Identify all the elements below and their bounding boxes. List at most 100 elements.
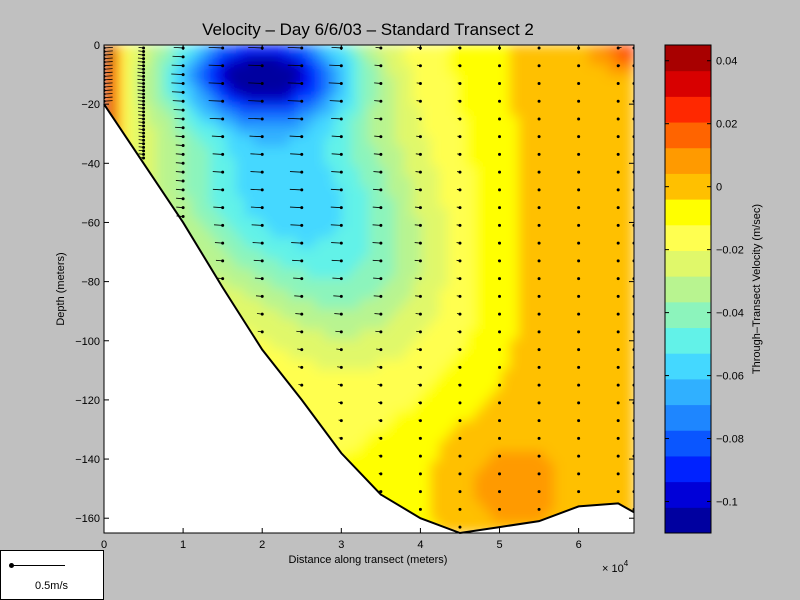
velocity-cell bbox=[236, 125, 246, 137]
velocity-cell bbox=[315, 45, 326, 56]
velocity-cell bbox=[527, 146, 538, 158]
velocity-cell bbox=[527, 197, 538, 209]
station-point bbox=[458, 507, 462, 511]
velocity-cell bbox=[306, 217, 317, 229]
velocity-cell bbox=[262, 197, 273, 209]
velocity-vector bbox=[378, 455, 381, 457]
velocity-vector bbox=[298, 384, 302, 386]
velocity-cell bbox=[324, 237, 335, 249]
velocity-cell bbox=[350, 410, 361, 422]
station-point bbox=[577, 330, 581, 334]
velocity-vector bbox=[334, 313, 342, 315]
velocity-cell bbox=[501, 45, 511, 56]
velocity-cell bbox=[430, 502, 441, 514]
velocity-cell bbox=[589, 319, 600, 331]
velocity-cell bbox=[200, 136, 211, 148]
velocity-cell bbox=[297, 298, 308, 310]
colorbar-tick-label: −0.06 bbox=[716, 371, 744, 383]
velocity-vector bbox=[337, 384, 342, 386]
velocity-cell bbox=[412, 481, 423, 493]
velocity-cell bbox=[527, 512, 538, 524]
velocity-cell bbox=[483, 207, 494, 219]
velocity-cell bbox=[439, 491, 449, 503]
velocity-cell bbox=[439, 441, 449, 453]
velocity-cell bbox=[386, 146, 396, 158]
velocity-cell bbox=[615, 430, 626, 442]
velocity-cell bbox=[536, 258, 547, 270]
velocity-vector bbox=[138, 54, 144, 56]
velocity-cell bbox=[615, 186, 626, 198]
velocity-cell bbox=[501, 176, 511, 188]
velocity-cell bbox=[306, 186, 317, 198]
velocity-cell bbox=[342, 95, 352, 107]
velocity-cell bbox=[509, 410, 520, 422]
velocity-cell bbox=[509, 166, 520, 178]
velocity-cell bbox=[527, 420, 538, 432]
velocity-cell bbox=[412, 64, 423, 76]
colorbar-tick-label: −0.02 bbox=[716, 245, 744, 257]
velocity-cell bbox=[200, 237, 211, 249]
station-point bbox=[537, 348, 541, 352]
velocity-cell bbox=[589, 298, 600, 310]
velocity-cell bbox=[403, 115, 414, 127]
velocity-cell bbox=[377, 176, 388, 188]
velocity-cell bbox=[589, 441, 600, 453]
velocity-cell bbox=[253, 115, 264, 127]
velocity-cell bbox=[236, 278, 246, 290]
velocity-cell bbox=[183, 146, 193, 158]
velocity-cell bbox=[350, 237, 361, 249]
velocity-vector bbox=[137, 85, 144, 88]
velocity-cell bbox=[501, 227, 511, 239]
velocity-cell bbox=[562, 461, 573, 473]
velocity-cell bbox=[615, 349, 626, 361]
velocity-cell bbox=[412, 217, 423, 229]
velocity-cell bbox=[536, 125, 547, 137]
velocity-cell bbox=[253, 125, 264, 137]
velocity-cell bbox=[527, 390, 538, 402]
velocity-cell bbox=[297, 227, 308, 239]
velocity-cell bbox=[589, 481, 600, 493]
velocity-vector bbox=[138, 142, 144, 145]
velocity-cell bbox=[289, 197, 299, 209]
velocity-cell bbox=[183, 156, 193, 168]
velocity-cell bbox=[218, 156, 229, 168]
velocity-cell bbox=[403, 278, 414, 290]
velocity-cell bbox=[421, 85, 432, 97]
velocity-cell bbox=[403, 186, 414, 198]
velocity-cell bbox=[368, 105, 379, 117]
velocity-cell bbox=[244, 105, 255, 117]
velocity-cell bbox=[545, 319, 555, 331]
velocity-cell bbox=[465, 522, 476, 533]
velocity-cell bbox=[359, 64, 370, 76]
velocity-cell bbox=[280, 54, 290, 66]
velocity-cell bbox=[253, 288, 264, 300]
velocity-cell bbox=[280, 359, 290, 371]
velocity-cell bbox=[271, 125, 282, 137]
velocity-cell bbox=[430, 481, 441, 493]
velocity-cell bbox=[244, 156, 255, 168]
velocity-cell bbox=[448, 308, 458, 320]
velocity-cell bbox=[580, 166, 591, 178]
velocity-cell bbox=[218, 217, 229, 229]
velocity-cell bbox=[156, 146, 167, 158]
velocity-cell bbox=[403, 176, 414, 188]
velocity-cell bbox=[580, 420, 591, 432]
velocity-cell bbox=[545, 247, 555, 259]
velocity-cell bbox=[545, 64, 555, 76]
velocity-cell bbox=[580, 186, 591, 198]
velocity-cell bbox=[624, 156, 634, 168]
velocity-cell bbox=[580, 491, 591, 503]
velocity-cell bbox=[244, 308, 255, 320]
velocity-cell bbox=[306, 319, 317, 331]
velocity-cell bbox=[253, 308, 264, 320]
velocity-cell bbox=[509, 359, 520, 371]
velocity-vector bbox=[330, 206, 342, 209]
velocity-cell bbox=[289, 329, 299, 341]
velocity-cell bbox=[421, 451, 432, 463]
velocity-cell bbox=[615, 217, 626, 229]
velocity-cell bbox=[518, 136, 529, 148]
velocity-vector bbox=[374, 135, 381, 138]
velocity-cell bbox=[509, 227, 520, 239]
velocity-cell bbox=[395, 85, 405, 97]
velocity-vector bbox=[373, 188, 381, 191]
